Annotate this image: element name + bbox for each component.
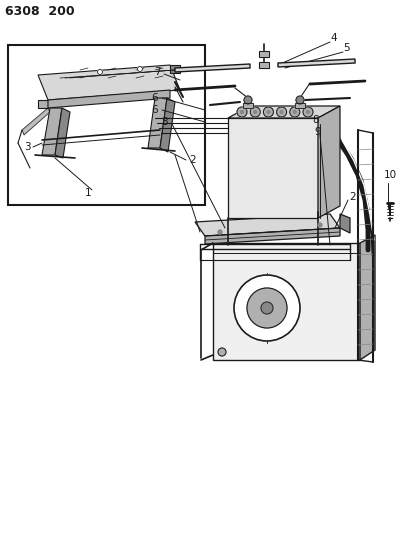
Bar bbox=[8, 45, 205, 205]
Polygon shape bbox=[148, 98, 167, 148]
Circle shape bbox=[280, 110, 283, 114]
Bar bbox=[243, 103, 253, 108]
Circle shape bbox=[244, 96, 252, 104]
Circle shape bbox=[250, 107, 260, 117]
Polygon shape bbox=[228, 118, 318, 218]
Text: 1: 1 bbox=[85, 188, 91, 198]
Circle shape bbox=[261, 302, 273, 314]
Polygon shape bbox=[160, 98, 175, 152]
Text: 6: 6 bbox=[152, 93, 158, 103]
Text: 2: 2 bbox=[190, 155, 196, 165]
Polygon shape bbox=[38, 65, 180, 100]
Circle shape bbox=[318, 223, 322, 227]
Circle shape bbox=[218, 230, 222, 234]
Polygon shape bbox=[22, 108, 50, 135]
Text: 8: 8 bbox=[313, 115, 319, 125]
Polygon shape bbox=[38, 100, 48, 108]
Polygon shape bbox=[195, 214, 340, 236]
Polygon shape bbox=[42, 108, 62, 155]
Circle shape bbox=[303, 107, 313, 117]
Text: 6: 6 bbox=[152, 105, 158, 115]
Circle shape bbox=[240, 110, 244, 114]
Polygon shape bbox=[360, 235, 375, 360]
Polygon shape bbox=[205, 228, 340, 244]
Polygon shape bbox=[228, 106, 340, 118]
Circle shape bbox=[98, 69, 102, 75]
Polygon shape bbox=[213, 243, 360, 360]
Polygon shape bbox=[55, 108, 70, 158]
Bar bbox=[259, 62, 269, 68]
Bar bbox=[243, 103, 253, 108]
Bar bbox=[295, 103, 305, 108]
Text: 6308  200: 6308 200 bbox=[5, 5, 75, 18]
Circle shape bbox=[254, 110, 257, 114]
Polygon shape bbox=[48, 90, 170, 108]
Text: 2: 2 bbox=[350, 192, 356, 202]
Text: 7: 7 bbox=[154, 67, 160, 77]
Text: 9: 9 bbox=[315, 127, 322, 137]
Polygon shape bbox=[318, 106, 340, 218]
Circle shape bbox=[237, 107, 247, 117]
Polygon shape bbox=[170, 65, 180, 73]
Circle shape bbox=[137, 67, 142, 71]
Circle shape bbox=[277, 107, 286, 117]
Circle shape bbox=[247, 288, 287, 328]
Bar bbox=[259, 62, 269, 68]
Circle shape bbox=[306, 110, 310, 114]
Bar bbox=[259, 51, 269, 57]
Polygon shape bbox=[278, 59, 355, 67]
Polygon shape bbox=[340, 214, 350, 233]
Text: 5: 5 bbox=[344, 43, 350, 53]
Text: 3: 3 bbox=[24, 142, 30, 152]
Polygon shape bbox=[175, 64, 250, 72]
Bar bbox=[295, 103, 305, 108]
Circle shape bbox=[296, 96, 304, 104]
Circle shape bbox=[264, 107, 273, 117]
Circle shape bbox=[218, 348, 226, 356]
Bar bbox=[259, 51, 269, 57]
Text: 8: 8 bbox=[162, 117, 169, 127]
Text: 4: 4 bbox=[331, 33, 337, 43]
Circle shape bbox=[234, 275, 300, 341]
Circle shape bbox=[267, 110, 270, 114]
Text: 10: 10 bbox=[384, 170, 397, 180]
Circle shape bbox=[293, 110, 296, 114]
Circle shape bbox=[290, 107, 300, 117]
